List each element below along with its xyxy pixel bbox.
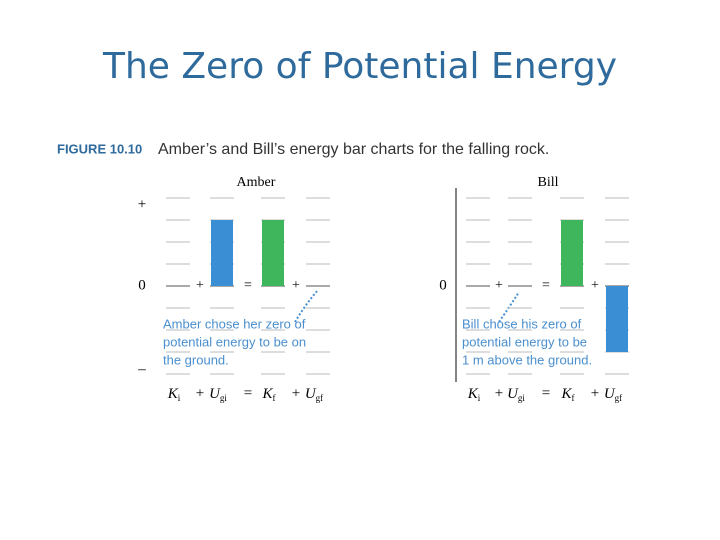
energy-bar — [211, 220, 233, 286]
bar-label: Kf — [560, 386, 574, 403]
energy-bar — [561, 220, 583, 286]
energy-bar — [262, 220, 284, 286]
slide-title: The Zero of Potential Energy — [102, 46, 617, 87]
operator: + — [495, 278, 503, 293]
axis-label: + — [138, 196, 146, 212]
operator: = — [244, 278, 252, 293]
bar-label: Ugf — [305, 386, 323, 403]
annotation: Amber chose her zero of — [163, 316, 306, 331]
amber-arrow — [294, 289, 319, 323]
annotation: the ground. — [163, 352, 229, 367]
bar-symbol: U — [305, 386, 317, 402]
operator: + — [591, 385, 599, 401]
figure-caption: Amber’s and Bill’s energy bar charts for… — [158, 141, 549, 158]
annotation: potential energy to be on — [163, 334, 306, 349]
bar-subscript: i — [178, 393, 181, 403]
operator: + — [292, 385, 300, 401]
bar-label: Ki — [467, 386, 481, 403]
bill-arrow — [498, 291, 520, 323]
panel-name: Bill — [537, 175, 558, 190]
operator: = — [244, 385, 252, 401]
bar-label: Ugi — [209, 386, 227, 403]
bar-subscript: gi — [220, 393, 228, 403]
bar-subscript: gi — [518, 393, 526, 403]
axis-label: 0 — [439, 277, 447, 293]
bar-label: Ugf — [604, 386, 622, 403]
bar-symbol: K — [560, 386, 572, 402]
bar-symbol: U — [507, 386, 519, 402]
bar-label: Ugi — [507, 386, 525, 403]
bar-subscript: i — [478, 393, 481, 403]
bar-label: Ki — [167, 386, 181, 403]
bar-symbol: K — [261, 386, 273, 402]
energy-bar — [606, 286, 628, 352]
operator: + — [196, 385, 204, 401]
bar-subscript: f — [273, 393, 276, 403]
bar-symbol: U — [604, 386, 616, 402]
bar-subscript: f — [572, 393, 575, 403]
annotation: 1 m above the ground. — [462, 352, 592, 367]
operator: + — [292, 278, 300, 293]
bar-symbol: U — [209, 386, 221, 402]
bar-label: Kf — [261, 386, 275, 403]
operator: + — [196, 278, 204, 293]
operator: + — [495, 385, 503, 401]
axis-label: – — [137, 361, 146, 377]
bar-subscript: gf — [316, 393, 324, 403]
panel-name: Amber — [237, 175, 276, 190]
bar-symbol: K — [467, 386, 479, 402]
axis-label: 0 — [138, 277, 146, 293]
operator: + — [591, 278, 599, 293]
annotation: potential energy to be — [462, 334, 587, 349]
figure-label: FIGURE 10.10 — [57, 141, 142, 156]
operator: = — [542, 278, 550, 293]
bar-subscript: gf — [615, 393, 623, 403]
annotation: Bill chose his zero of — [462, 316, 582, 331]
operator: = — [542, 385, 550, 401]
bar-symbol: K — [167, 386, 179, 402]
